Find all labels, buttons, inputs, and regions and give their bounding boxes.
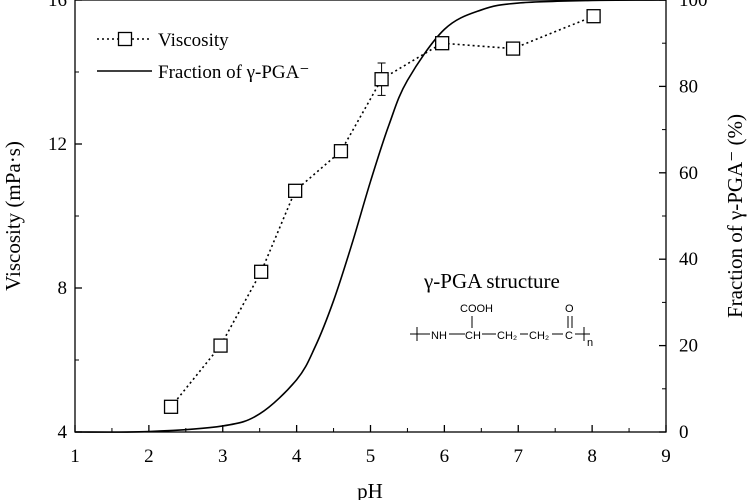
viscosity-point: [505, 41, 521, 56]
viscosity-point: [374, 72, 389, 87]
x-tick-label: 3: [218, 446, 228, 467]
x-tick-label: 2: [144, 446, 154, 467]
y2-tick-label: 0: [679, 422, 689, 443]
y-tick-label: 4: [58, 422, 68, 443]
x-tick-label: 8: [587, 446, 597, 467]
x-tick-label: 4: [292, 446, 302, 467]
structure-carbonyl-o: O: [565, 303, 574, 315]
legend-viscosity-marker: [117, 31, 133, 47]
y2-axis-ticks: 0 20 40 60 80 100: [659, 0, 708, 443]
x-axis-label: pH: [357, 479, 383, 500]
viscosity-point: [287, 183, 303, 198]
y2-tick-label: 80: [679, 76, 698, 97]
y-tick-label: 8: [58, 278, 68, 299]
y-tick-label: 16: [48, 0, 67, 11]
y2-tick-label: 60: [679, 163, 698, 184]
x-tick-label: 9: [661, 446, 671, 467]
x-tick-label: 7: [514, 446, 524, 467]
structure-ch: CH: [465, 330, 481, 342]
structure-nh: NH: [431, 330, 447, 342]
fraction-line: [74, 0, 667, 433]
structure-ch2-b: CH₂: [529, 330, 549, 342]
x-tick-label: 5: [366, 446, 376, 467]
structure-subscript-n: n: [587, 337, 593, 349]
y2-axis-label: Fraction of γ-PGA⁻ (%): [723, 114, 747, 318]
viscosity-point: [435, 36, 450, 51]
legend-fraction-label: Fraction of γ-PGA⁻: [158, 62, 309, 83]
y2-tick-label: 20: [679, 336, 698, 357]
structure-left-bracket: [410, 327, 430, 341]
viscosity-point: [213, 338, 228, 353]
viscosity-point: [254, 264, 269, 279]
legend-viscosity-label: Viscosity: [158, 30, 229, 51]
y-axis-label: Viscosity (mPa·s): [1, 141, 25, 291]
legend: Viscosity Fraction of γ-PGA⁻: [97, 30, 309, 83]
structure-ch2-a: CH₂: [497, 330, 517, 342]
y-axis-ticks: 4 8 12 16: [48, 0, 82, 443]
fraction-series: [74, 0, 667, 433]
y-tick-label: 12: [48, 134, 67, 155]
structure-annotation: γ-PGA structure COOH O NH CH CH₂ CH₂ C n: [410, 269, 593, 349]
viscosity-point: [163, 399, 179, 414]
structure-c: C: [565, 330, 573, 342]
viscosity-series: [163, 9, 601, 414]
x-tick-label: 6: [440, 446, 450, 467]
structure-cooh: COOH: [460, 303, 493, 315]
y2-tick-label: 40: [679, 249, 698, 270]
x-axis-ticks: 1 2 3 4 5 6 7 8 9: [70, 425, 671, 467]
structure-right-bracket: [575, 327, 590, 341]
viscosity-point: [333, 144, 349, 159]
y2-tick-label: 100: [679, 0, 708, 11]
viscosity-point: [586, 9, 601, 24]
structure-title: γ-PGA structure: [423, 269, 560, 293]
x-tick-label: 1: [70, 446, 80, 467]
